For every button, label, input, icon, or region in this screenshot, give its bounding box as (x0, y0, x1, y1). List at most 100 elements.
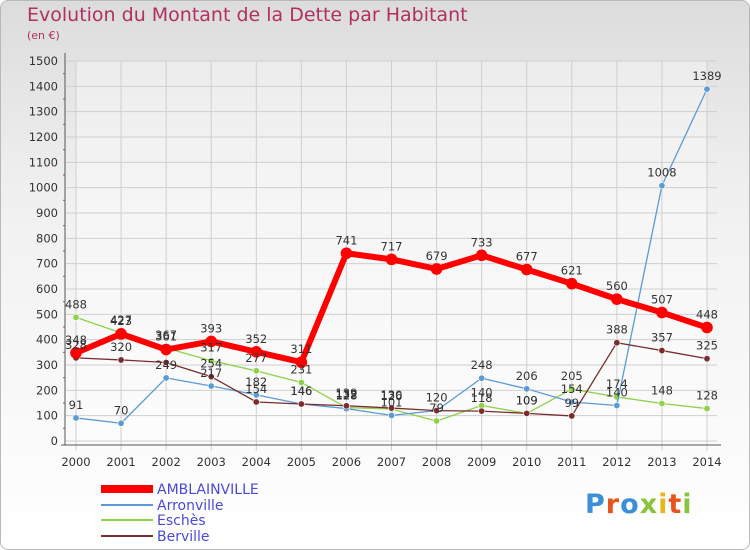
data-point-amblainville (611, 293, 623, 305)
data-label-amblainville: 677 (516, 249, 538, 263)
y-tick-label: 1300 (29, 105, 58, 119)
data-point-berville (658, 347, 666, 355)
data-point-berville (162, 358, 170, 366)
data-label-amblainville: 423 (110, 314, 132, 328)
data-point-berville (613, 339, 621, 347)
x-tick-label: 2008 (422, 455, 451, 469)
x-tick-label: 2010 (512, 455, 541, 469)
data-label-berville: 357 (651, 331, 673, 345)
data-point-arronville (72, 414, 80, 422)
data-point-berville (342, 402, 350, 410)
data-label-berville: 146 (290, 384, 312, 398)
data-label-eschs: 132 (335, 388, 357, 402)
data-point-amblainville (565, 277, 578, 290)
data-point-amblainville (475, 249, 488, 262)
data-point-eschs (658, 400, 666, 408)
data-label-eschs: 109 (516, 393, 538, 407)
data-label-amblainville: 679 (426, 249, 448, 263)
data-point-berville (297, 400, 305, 408)
data-label-eschs: 128 (696, 389, 718, 403)
data-point-berville (433, 407, 441, 415)
data-point-arronville (658, 182, 666, 190)
y-tick-label: 1100 (29, 155, 58, 169)
data-label-arronville: 1008 (647, 166, 676, 180)
data-point-arronville (387, 411, 395, 419)
legend-label-berville: Berville (157, 529, 210, 545)
data-label-eschs: 79 (429, 401, 444, 415)
y-tick-label: 500 (36, 307, 58, 321)
data-label-arronville: 1389 (692, 69, 721, 83)
x-tick-label: 2012 (602, 455, 631, 469)
data-point-eschs (568, 385, 576, 393)
data-label-arronville: 248 (471, 358, 493, 372)
data-point-amblainville (250, 346, 263, 358)
x-tick-label: 2009 (467, 455, 496, 469)
data-point-eschs (297, 378, 305, 386)
data-point-berville (117, 356, 125, 364)
logo-letter: x (639, 489, 659, 520)
logo-letter: P (585, 489, 606, 520)
data-point-eschs (703, 405, 711, 413)
data-label-eschs: 205 (561, 369, 583, 383)
data-label-berville: 118 (471, 391, 493, 405)
data-point-amblainville (115, 328, 127, 340)
data-label-eschs: 367 (155, 328, 177, 342)
y-tick-label: 300 (36, 358, 58, 372)
data-point-berville (387, 404, 395, 412)
chart-subtitle: (en €) (27, 29, 60, 42)
data-label-berville: 130 (381, 388, 403, 402)
data-point-eschs (433, 417, 441, 425)
data-label-arronville: 140 (606, 386, 628, 400)
legend-label-amblainville: AMBLAINVILLE (157, 482, 259, 498)
data-point-amblainville (385, 253, 398, 266)
data-label-arronville: 70 (114, 403, 129, 417)
x-tick-label: 2005 (287, 455, 316, 469)
y-tick-label: 1000 (29, 181, 58, 195)
data-label-amblainville: 448 (696, 308, 718, 322)
data-point-berville (478, 407, 486, 415)
y-tick-label: 400 (36, 333, 58, 347)
logo-letter: t (668, 489, 683, 520)
data-label-arronville: 101 (381, 395, 403, 409)
data-point-amblainville (701, 321, 713, 334)
x-tick-label: 2011 (557, 455, 586, 469)
data-point-eschs (72, 313, 80, 321)
data-point-amblainville (160, 343, 172, 356)
data-point-berville (523, 409, 531, 417)
data-point-eschs (207, 357, 215, 365)
data-label-amblainville: 507 (651, 293, 673, 307)
data-label-eschs: 231 (290, 362, 312, 376)
y-tick-label: 1200 (29, 130, 58, 144)
logo-letter: i (682, 489, 693, 520)
data-label-amblainville: 717 (381, 239, 403, 253)
y-tick-label: 200 (36, 383, 58, 397)
data-label-eschs: 174 (606, 377, 628, 391)
data-point-arronville (568, 398, 576, 406)
data-label-amblainville: 741 (335, 233, 357, 247)
x-tick-label: 2013 (647, 455, 676, 469)
y-tick-label: 800 (36, 231, 58, 245)
data-label-berville: 109 (516, 393, 538, 407)
proxiti-logo: Proxiti (585, 489, 693, 520)
data-point-arronville (703, 85, 711, 93)
x-tick-label: 2007 (377, 455, 406, 469)
data-label-arronville: 217 (200, 366, 222, 380)
data-label-berville: 388 (606, 323, 628, 337)
data-label-amblainville: 352 (245, 332, 267, 346)
data-point-arronville (117, 419, 125, 427)
data-label-eschs: 317 (200, 341, 222, 355)
data-point-arronville (252, 391, 260, 399)
data-label-amblainville: 393 (200, 321, 222, 335)
data-point-arronville (162, 374, 170, 382)
data-label-eschs: 277 (245, 351, 267, 365)
data-label-berville: 139 (335, 386, 357, 400)
data-label-eschs: 140 (471, 386, 493, 400)
data-label-amblainville: 560 (606, 279, 628, 293)
data-label-amblainville: 621 (561, 264, 583, 278)
y-tick-label: 900 (36, 206, 58, 220)
data-point-eschs (252, 367, 260, 375)
data-label-amblainville: 733 (471, 235, 493, 249)
x-tick-label: 2002 (152, 455, 181, 469)
